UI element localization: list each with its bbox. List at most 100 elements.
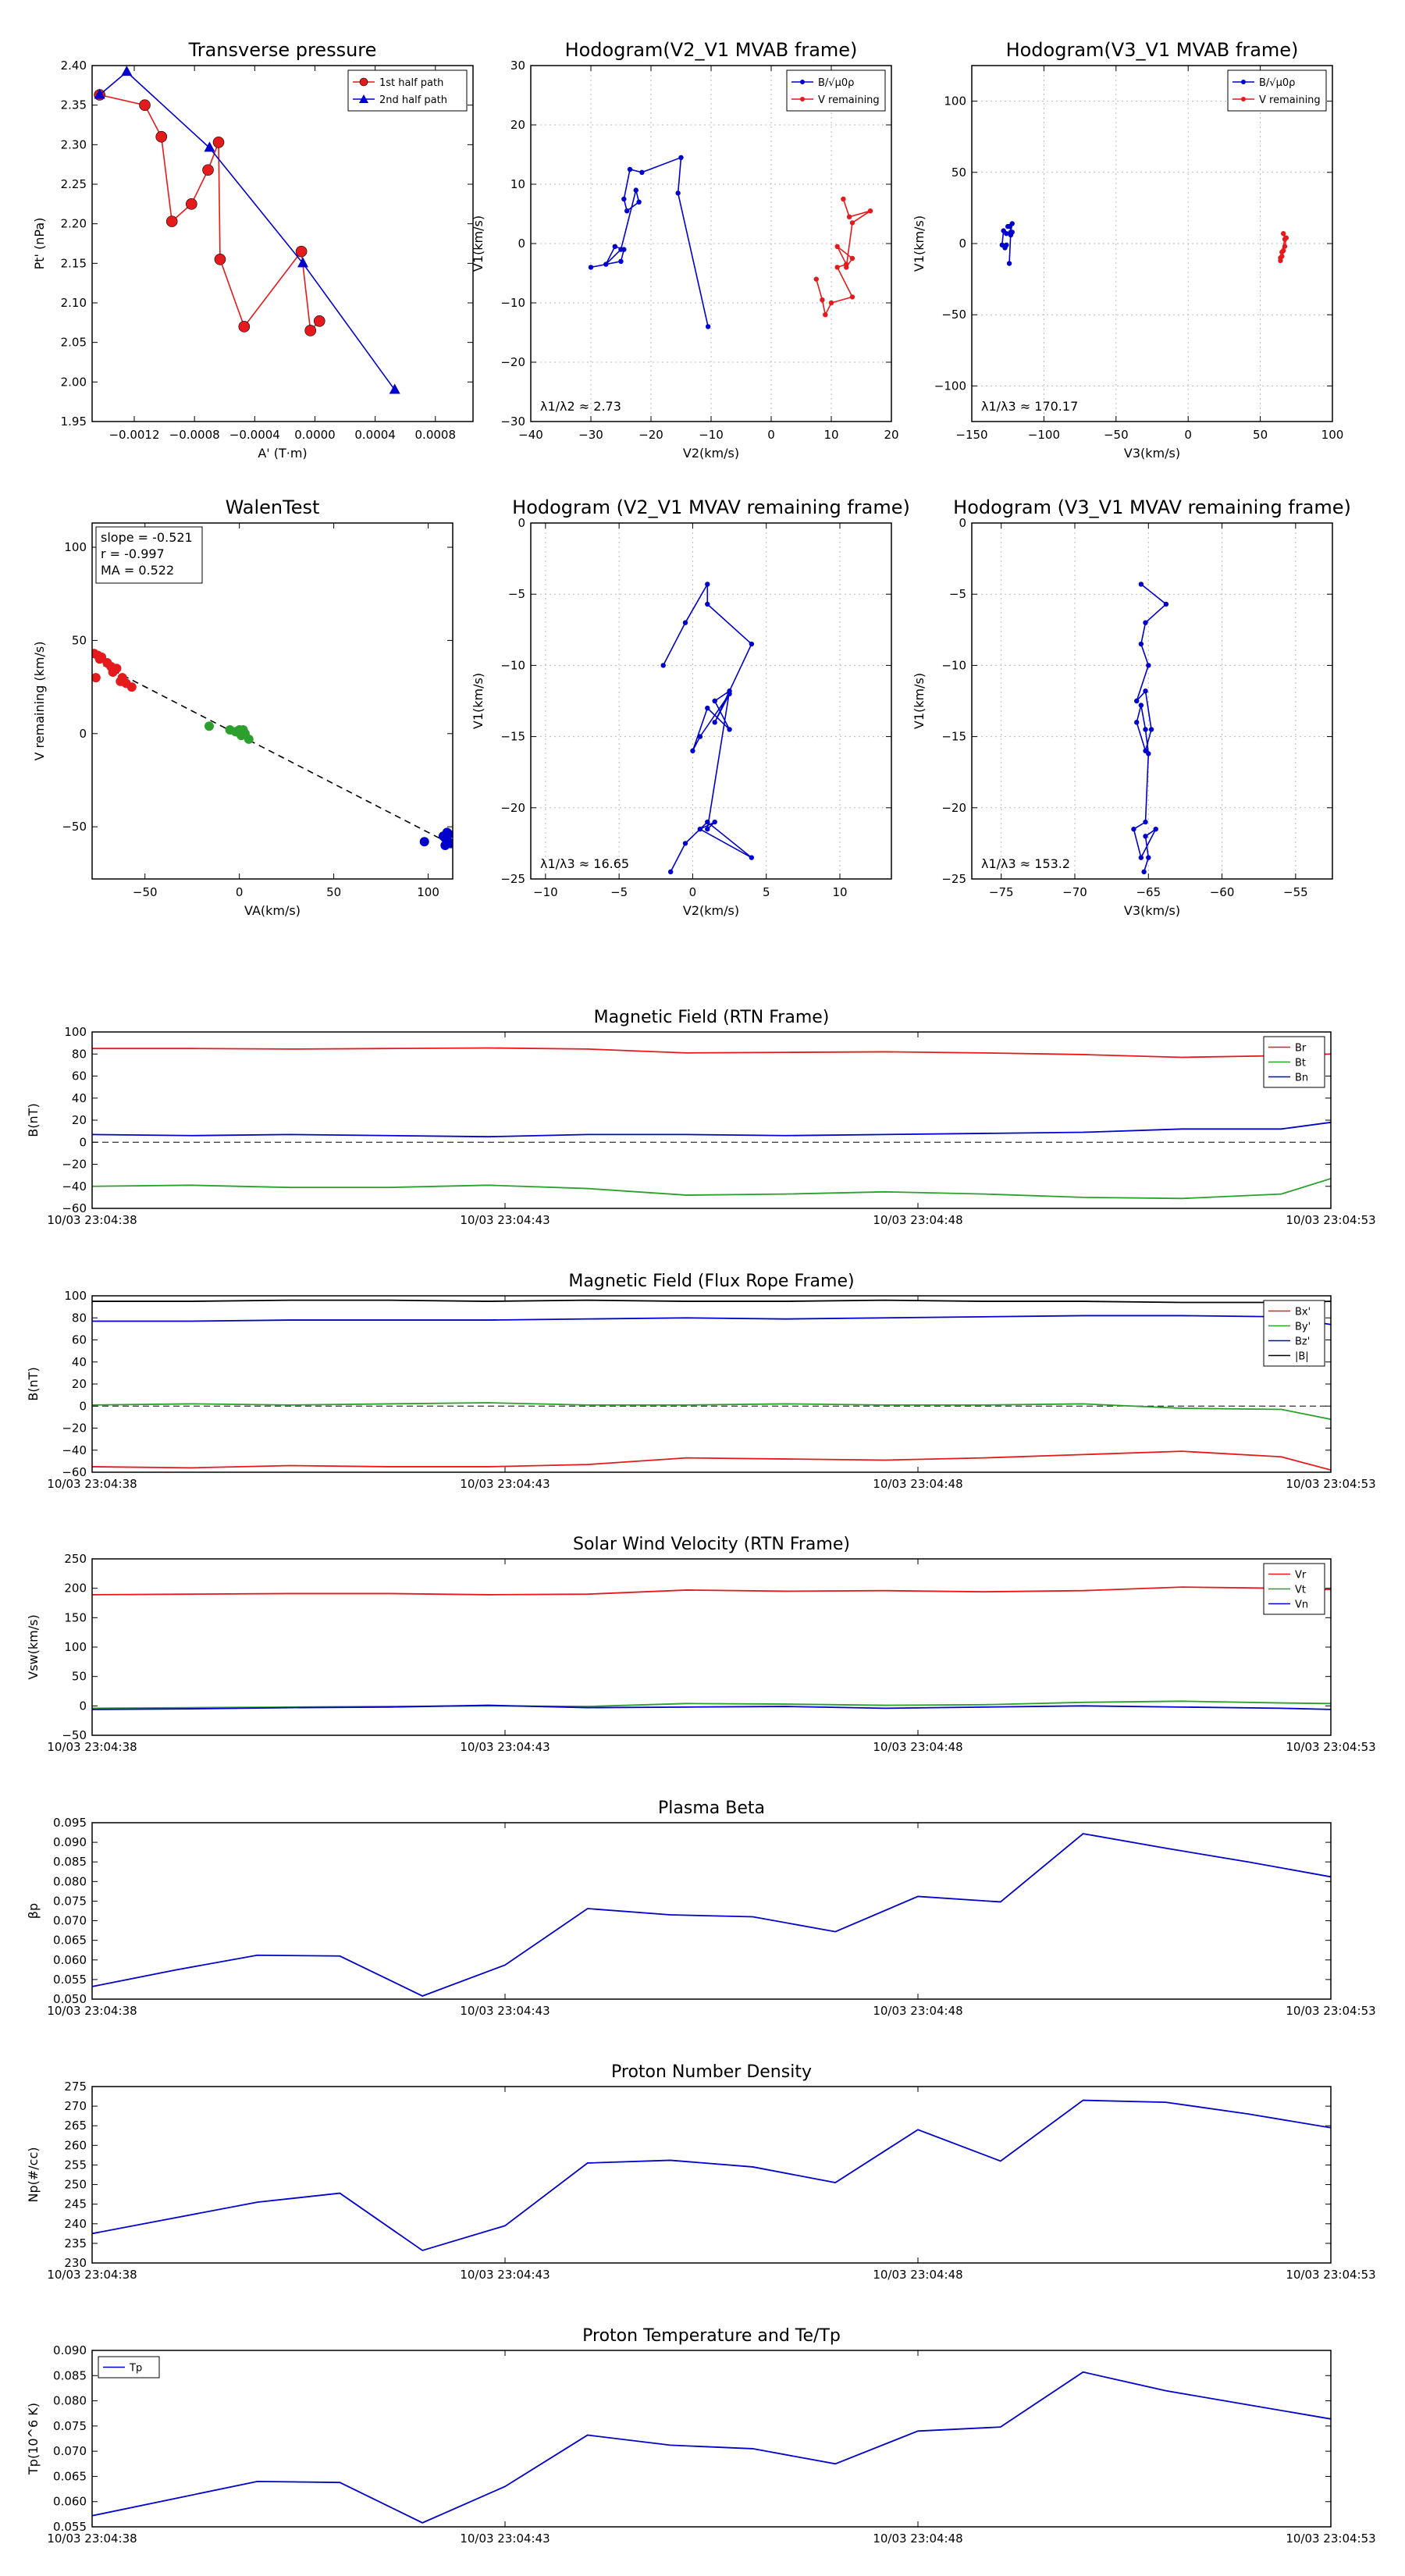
chart-magnetic-field-rtn: Magnetic Field (RTN Frame) −60 −40 −20 0 20 40… — [26, 1008, 1376, 1227]
plot-frame — [971, 522, 1333, 880]
x-tick-label: 10/03 23:04:38 — [47, 1213, 137, 1227]
y-tick-label: 2.10 — [61, 296, 87, 310]
x-tick-label: 0.0008 — [415, 428, 457, 442]
series-line-Vn — [92, 1704, 1331, 1710]
plot-area — [92, 1299, 1331, 1471]
eigen-ratio-annotation: λ1/λ2 ≈ 2.73 — [540, 399, 621, 414]
data-point — [212, 136, 225, 148]
series-line-Bz' — [92, 1315, 1331, 1325]
legend-label: 1st half path — [379, 77, 443, 89]
data-point — [675, 190, 681, 196]
data-point — [1143, 834, 1148, 839]
y-tick-label: −10 — [500, 296, 525, 310]
series-line-|B| — [92, 1299, 1331, 1304]
y-tick-label: −5 — [949, 587, 966, 601]
y-tick-label: −15 — [941, 730, 966, 744]
data-point — [112, 664, 122, 674]
y-tick-label: −60 — [62, 1201, 87, 1215]
legend-label: Vn — [1295, 1599, 1308, 1611]
y-tick-label: 2.30 — [61, 137, 87, 151]
data-point — [1143, 727, 1148, 732]
data-point — [1279, 254, 1285, 259]
plot-frame — [91, 1822, 1332, 2000]
y-tick-label: −100 — [934, 379, 966, 393]
data-point — [1278, 258, 1283, 264]
x-tick-label: 10/03 23:04:43 — [460, 1740, 550, 1754]
data-point — [705, 324, 711, 329]
x-tick-label: −60 — [1210, 885, 1235, 899]
legend-marker-1 — [359, 94, 368, 103]
legend-label: Bx' — [1295, 1307, 1311, 1318]
chart-solar-wind-velocity: Solar Wind Velocity (RTN Frame) −50 0 50 100… — [26, 1535, 1376, 1754]
y-tick-label: 20 — [510, 118, 525, 132]
data-point — [828, 300, 834, 306]
legend-label: V remaining — [1259, 94, 1321, 106]
y-tick-label: −20 — [62, 1158, 87, 1172]
series-line-1st half path — [99, 94, 320, 333]
series-line-Br — [92, 1047, 1331, 1059]
x-tick-label: −70 — [1062, 885, 1087, 899]
data-point — [867, 208, 873, 214]
data-point — [304, 325, 316, 336]
legend: B/√μ0ρ V remaining — [786, 69, 886, 112]
y-tick-label: 2.25 — [61, 177, 87, 191]
plot-frame — [91, 2086, 1332, 2264]
legend-marker-0 — [800, 80, 805, 84]
chart-title: Proton Number Density — [611, 2062, 812, 2082]
series-line-βp — [92, 1833, 1331, 1997]
data-point — [1279, 249, 1285, 255]
x-tick-label: 20 — [884, 428, 898, 442]
x-tick-label: 10/03 23:04:53 — [1286, 2532, 1375, 2546]
y-tick-label: 100 — [64, 540, 87, 554]
x-tick-label: 10/03 23:04:48 — [873, 2532, 962, 2546]
y-tick-label: 2.20 — [61, 217, 87, 231]
data-point — [624, 208, 630, 214]
y-tick-label: −20 — [500, 801, 525, 815]
y-tick-label: 0.070 — [53, 1914, 87, 1928]
legend: 1st half path 2nd half path — [347, 69, 468, 112]
plot-frame — [91, 1031, 1332, 1209]
y-tick-label: 0 — [79, 1699, 87, 1713]
plot-frame — [530, 65, 892, 422]
y-tick-label: 0.075 — [53, 2419, 87, 2433]
y-tick-label: 0.095 — [53, 1816, 87, 1830]
data-point — [1138, 641, 1144, 647]
chart-title: Solar Wind Velocity (RTN Frame) — [573, 1535, 850, 1554]
y-axis-label: V1(km/s) — [912, 673, 927, 729]
chart-title: Hodogram(V3_V1 MVAB frame) — [1006, 39, 1299, 61]
stats-line: r = -0.997 — [101, 546, 165, 561]
series-line-Np — [92, 2099, 1331, 2251]
data-point — [823, 312, 828, 318]
plot-area — [92, 1833, 1331, 1997]
legend-box — [1263, 1300, 1325, 1367]
legend-label: 2nd half path — [379, 94, 447, 106]
y-tick-label: 80 — [72, 1047, 87, 1061]
y-tick-label: 1.95 — [61, 415, 87, 429]
data-point — [849, 294, 855, 300]
chart-magnetic-field-flux-rope: Magnetic Field (Flux Rope Frame) −60 −40 −2… — [26, 1272, 1376, 1491]
y-axis-label: Vsw(km/s) — [26, 1614, 41, 1679]
y-tick-label: 0.080 — [53, 2394, 87, 2408]
y-tick-label: 100 — [64, 1025, 87, 1039]
x-tick-label: 5 — [763, 885, 770, 899]
legend-marker-1 — [800, 97, 805, 101]
data-point — [690, 748, 695, 754]
y-tick-label: 20 — [72, 1377, 87, 1391]
data-point — [1143, 688, 1148, 694]
y-tick-label: 50 — [72, 1670, 87, 1684]
data-point — [1006, 261, 1012, 266]
data-point — [588, 265, 594, 270]
plot-frame — [530, 522, 892, 880]
x-tick-label: 0 — [689, 885, 697, 899]
y-tick-label: 275 — [64, 2080, 87, 2094]
stats-box — [95, 526, 203, 584]
x-tick-label: 10/03 23:04:43 — [460, 2532, 550, 2546]
plot-area — [92, 2099, 1331, 2251]
y-tick-label: 0.055 — [53, 2520, 87, 2534]
x-tick-label: −65 — [1136, 885, 1161, 899]
legend: Bx' By' Bz' |B| — [1263, 1300, 1325, 1367]
data-point — [1138, 855, 1144, 860]
data-point — [1282, 237, 1288, 242]
x-tick-label: −10 — [533, 885, 558, 899]
data-point — [705, 705, 710, 711]
